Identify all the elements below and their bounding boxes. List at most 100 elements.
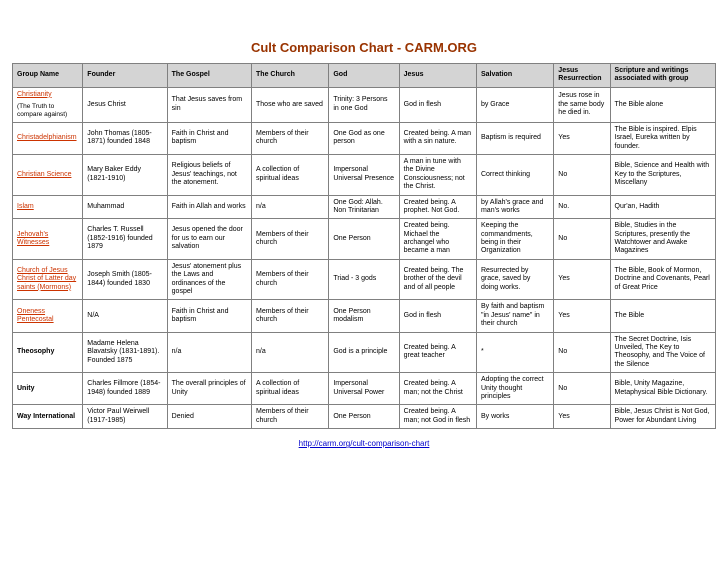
cell-gospel: Faith in Christ and baptism: [167, 122, 251, 154]
cell-church: Members of their church: [252, 122, 329, 154]
cell-founder: Charles Fillmore (1854-1948) founded 188…: [83, 373, 167, 405]
cell-gospel: That Jesus saves from sin: [167, 87, 251, 122]
table-row: Christianity (The Truth to compare agains…: [13, 87, 716, 122]
cell-gospel: The overall principles of Unity: [167, 373, 251, 405]
group-name-link[interactable]: Church of Jesus Christ of Latter day sai…: [17, 267, 76, 291]
cell-god: One Person modalism: [329, 300, 399, 332]
table-row: Theosophy Madame Helena Blavatsky (1831-1…: [13, 332, 716, 373]
cell-jesus: Created being. A great teacher: [399, 332, 476, 373]
group-name-link[interactable]: Christianity: [17, 91, 52, 98]
cell-god: One Person: [329, 405, 399, 429]
cell-god: One Person: [329, 219, 399, 260]
column-header: Jesus Resurrection: [554, 64, 610, 88]
cell-scripture: Bible, Unity Magazine, Metaphysical Bibl…: [610, 373, 715, 405]
cell-god: Impersonal Universal Presence: [329, 154, 399, 195]
cell-salvation: By works: [476, 405, 553, 429]
cell-founder: Victor Paul Weirwell (1917-1985): [83, 405, 167, 429]
cell-gospel: Denied: [167, 405, 251, 429]
group-name-link[interactable]: Jehovah's Witnesses: [17, 231, 49, 246]
cell-founder: N/A: [83, 300, 167, 332]
cell-founder: Mary Baker Eddy (1821-1910): [83, 154, 167, 195]
cell-scripture: The Secret Doctrine, Isis Unveiled, The …: [610, 332, 715, 373]
cell-church: n/a: [252, 332, 329, 373]
cell-scripture: Bible, Science and Health with Key to th…: [610, 154, 715, 195]
cell-jesus: God in flesh: [399, 87, 476, 122]
column-header: The Gospel: [167, 64, 251, 88]
cell-gospel: Faith in Christ and baptism: [167, 300, 251, 332]
cell-jesus: Created being. A man; not the Christ: [399, 373, 476, 405]
cell-scripture: The Bible: [610, 300, 715, 332]
cell-resurrection: No: [554, 219, 610, 260]
cell-gospel: Faith in Allah and works: [167, 195, 251, 219]
table-row: Islam MuhammadFaith in Allah and worksn/a…: [13, 195, 716, 219]
cell-founder: Charles T. Russell (1852-1916) founded 1…: [83, 219, 167, 260]
cell-resurrection: No: [554, 332, 610, 373]
group-name-cell: Islam: [13, 195, 83, 219]
source-link[interactable]: http://carm.org/cult-comparison-chart: [299, 439, 430, 448]
cell-jesus: A man in tune with the Divine Consciousn…: [399, 154, 476, 195]
cell-church: Members of their church: [252, 300, 329, 332]
cell-god: Impersonal Universal Power: [329, 373, 399, 405]
table-row: Oneness Pentecostal N/AFaith in Christ an…: [13, 300, 716, 332]
cell-salvation: by Allah's grace and man's works: [476, 195, 553, 219]
group-name-link[interactable]: Islam: [17, 203, 34, 210]
cell-salvation: Baptism is required: [476, 122, 553, 154]
group-name-link[interactable]: Oneness Pentecostal: [17, 308, 54, 323]
cell-church: A collection of spiritual ideas: [252, 154, 329, 195]
group-name-cell: Way International: [13, 405, 83, 429]
group-name-text: Way International: [17, 413, 75, 420]
table-header-row: Group NameFounderThe GospelThe ChurchGod…: [13, 64, 716, 88]
cell-founder: John Thomas (1805-1871) founded 1848: [83, 122, 167, 154]
cell-founder: Madame Helena Blavatsky (1831-1891). Fou…: [83, 332, 167, 373]
group-name-cell: Christianity (The Truth to compare agains…: [13, 87, 83, 122]
table-row: Way International Victor Paul Weirwell (1…: [13, 405, 716, 429]
cell-church: Those who are saved: [252, 87, 329, 122]
cell-gospel: n/a: [167, 332, 251, 373]
cell-god: Trinity: 3 Persons in one God: [329, 87, 399, 122]
group-name-text: Unity: [17, 385, 35, 392]
column-header: Salvation: [476, 64, 553, 88]
cell-gospel: Jesus opened the door for us to earn our…: [167, 219, 251, 260]
cell-jesus: Created being. A man; not God in flesh: [399, 405, 476, 429]
cell-scripture: The Bible, Book of Mormon, Doctrine and …: [610, 259, 715, 300]
cell-founder: Joseph Smith (1805-1844) founded 1830: [83, 259, 167, 300]
cell-resurrection: Yes: [554, 259, 610, 300]
column-header: Founder: [83, 64, 167, 88]
group-name-cell: Church of Jesus Christ of Latter day sai…: [13, 259, 83, 300]
cell-jesus: God in flesh: [399, 300, 476, 332]
cell-church: Members of their church: [252, 259, 329, 300]
group-name-cell: Jehovah's Witnesses: [13, 219, 83, 260]
cell-church: Members of their church: [252, 219, 329, 260]
cell-scripture: The Bible alone: [610, 87, 715, 122]
cell-scripture: The Bible is inspired. Elpis Israel, Eur…: [610, 122, 715, 154]
group-name-cell: Christian Science: [13, 154, 83, 195]
group-name-cell: Christadelphianism: [13, 122, 83, 154]
cell-church: A collection of spiritual ideas: [252, 373, 329, 405]
cell-jesus: Created being. Michael the archangel who…: [399, 219, 476, 260]
cell-salvation: Adopting the correct Unity thought princ…: [476, 373, 553, 405]
cell-scripture: Qur'an, Hadith: [610, 195, 715, 219]
cell-resurrection: Yes: [554, 300, 610, 332]
column-header: Group Name: [13, 64, 83, 88]
group-name-link[interactable]: Christian Science: [17, 171, 71, 178]
cell-jesus: Created being. A man with a sin nature.: [399, 122, 476, 154]
cell-god: One God: Allah. Non Trinitarian: [329, 195, 399, 219]
cell-god: God is a principle: [329, 332, 399, 373]
cell-resurrection: Jesus rose in the same body he died in.: [554, 87, 610, 122]
page-title: Cult Comparison Chart - CARM.ORG: [12, 40, 716, 55]
group-name-text: Theosophy: [17, 348, 54, 355]
column-header: Scripture and writings associated with g…: [610, 64, 715, 88]
cell-salvation: *: [476, 332, 553, 373]
cell-church: n/a: [252, 195, 329, 219]
cell-god: One God as one person: [329, 122, 399, 154]
cell-founder: Muhammad: [83, 195, 167, 219]
group-name-cell: Unity: [13, 373, 83, 405]
group-name-link[interactable]: Christadelphianism: [17, 134, 77, 141]
cell-resurrection: Yes: [554, 405, 610, 429]
cell-church: Members of their church: [252, 405, 329, 429]
table-row: Christian Science Mary Baker Eddy (1821-1…: [13, 154, 716, 195]
group-sub-text: (The Truth to compare against): [17, 103, 78, 119]
cell-jesus: Created being. The brother of the devil …: [399, 259, 476, 300]
cell-scripture: Bible, Studies in the Scriptures, presen…: [610, 219, 715, 260]
cell-founder: Jesus Christ: [83, 87, 167, 122]
